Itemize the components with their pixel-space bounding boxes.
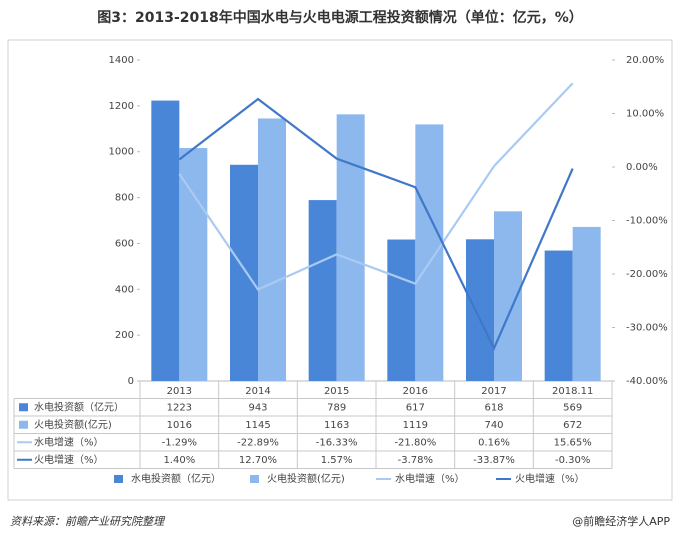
table-value: 1.40% [163, 455, 195, 466]
bar [230, 164, 258, 381]
y-tick-label: 1200 [109, 101, 134, 112]
y-tick-label: 0 [128, 376, 134, 387]
table-value: 15.65% [554, 437, 592, 448]
y2-tick-label: -10.00% [626, 216, 668, 227]
y2-tick-label: 0.00% [626, 162, 658, 173]
line [178, 97, 574, 351]
row-label: 火电投资额(亿元) [34, 418, 112, 431]
y2-tick-label: 10.00% [626, 109, 664, 120]
table-value: 12.70% [239, 455, 277, 466]
bar [544, 250, 573, 381]
bar [387, 239, 416, 381]
table-value: -0.30% [555, 455, 590, 466]
y-tick-label: 1000 [109, 147, 134, 158]
line [178, 82, 574, 291]
table-swatch [19, 403, 28, 412]
table-value: 1163 [324, 420, 349, 431]
chart-frame [7, 39, 673, 501]
table-value: 1119 [403, 420, 428, 431]
table-value: -21.80% [394, 437, 436, 448]
y2-tick-label: -40.00% [626, 376, 668, 387]
bar [336, 114, 365, 382]
bar [308, 200, 337, 381]
table-value: -3.78% [398, 455, 433, 466]
table-value: 672 [563, 420, 582, 431]
y2-tick-label: 20.00% [626, 55, 664, 66]
source: 资料来源：前瞻产业研究院整理 [10, 515, 166, 528]
table-value: -16.33% [316, 437, 358, 448]
bar [151, 100, 180, 382]
y-tick-label: 200 [115, 330, 134, 341]
table-value: 789 [327, 402, 346, 413]
legend-label: 水电投资额（亿元） [131, 472, 221, 485]
table-value: -33.87% [473, 455, 515, 466]
legend-label: 火电投资额(亿元) [267, 472, 345, 485]
legend-swatch [250, 475, 259, 483]
table-value: 943 [248, 402, 267, 413]
table-value: -1.29% [162, 437, 197, 448]
bar [415, 124, 444, 381]
chart-title: 图3：2013-2018年中国水电与火电电源工程投资额情况（单位：亿元，%） [97, 9, 583, 26]
table-value: 1016 [167, 420, 192, 431]
table-value: 617 [406, 402, 425, 413]
x-tick-label: 2018.11 [552, 386, 593, 397]
bar [466, 239, 494, 381]
table-value: 618 [484, 402, 503, 413]
x-tick-label: 2015 [324, 386, 349, 397]
bar [258, 118, 286, 381]
row-label: 火电增速（%） [34, 453, 104, 466]
row-label: 水电投资额（亿元） [34, 400, 124, 413]
table-value: 0.16% [478, 437, 510, 448]
y-tick-label: 600 [115, 238, 134, 249]
x-tick-label: 2013 [167, 386, 192, 397]
bar [179, 148, 208, 381]
table-value: 569 [563, 402, 582, 413]
x-tick-label: 2014 [245, 386, 270, 397]
table-value: 1145 [245, 420, 270, 431]
x-tick-label: 2016 [403, 386, 428, 397]
table-value: -22.89% [237, 437, 279, 448]
table-value: 1223 [167, 402, 192, 413]
table-swatch [19, 420, 28, 429]
x-tick-label: 2017 [481, 386, 506, 397]
legend-swatch [114, 475, 123, 483]
y2-tick-label: -30.00% [626, 323, 668, 334]
legend-label: 水电增速（%） [395, 472, 465, 485]
y-tick-label: 400 [115, 284, 134, 295]
row-label: 水电增速（%） [34, 435, 104, 448]
y-tick-label: 1400 [109, 55, 134, 66]
y-tick-label: 800 [115, 193, 134, 204]
bar [572, 226, 601, 381]
table-value: 740 [484, 420, 503, 431]
table-value: 1.57% [321, 455, 353, 466]
legend-label: 火电增速（%） [515, 472, 585, 485]
y2-tick-label: -20.00% [626, 269, 668, 280]
credit: @前瞻经济学人APP [572, 514, 670, 528]
